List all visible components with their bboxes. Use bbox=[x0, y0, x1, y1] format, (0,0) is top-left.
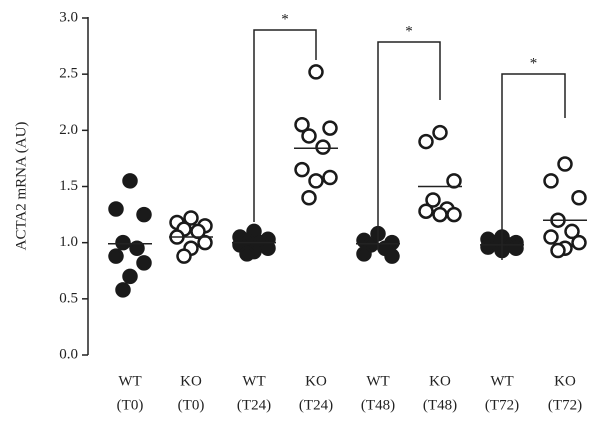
data-point bbox=[550, 242, 566, 259]
data-point bbox=[322, 169, 338, 186]
data-point bbox=[122, 268, 138, 285]
data-point bbox=[115, 234, 131, 251]
y-tick-label: 0.0 bbox=[59, 346, 78, 362]
data-point bbox=[322, 120, 338, 136]
data-point bbox=[136, 255, 152, 271]
x-tick-label: KO bbox=[554, 373, 576, 389]
x-tick-label: (T24) bbox=[237, 397, 271, 413]
data-point bbox=[446, 173, 462, 189]
x-tick-label: (T24) bbox=[299, 397, 333, 413]
data-point bbox=[432, 124, 448, 141]
y-tick-label: 2.0 bbox=[59, 122, 78, 138]
data-point bbox=[508, 240, 524, 257]
significance-label: * bbox=[281, 11, 289, 27]
x-tick-label: KO bbox=[429, 373, 451, 389]
data-point bbox=[294, 161, 310, 178]
x-tick-label: WT bbox=[490, 373, 513, 389]
y-tick-label: 1.5 bbox=[59, 178, 78, 194]
data-point bbox=[136, 206, 152, 223]
x-tick-label: (T48) bbox=[361, 397, 395, 413]
significance-label: * bbox=[530, 55, 538, 71]
data-point bbox=[356, 246, 372, 262]
data-point bbox=[122, 173, 138, 189]
data-point bbox=[308, 173, 324, 189]
data-point bbox=[108, 248, 124, 264]
data-point bbox=[571, 234, 587, 251]
data-point bbox=[239, 246, 255, 262]
data-point bbox=[183, 210, 199, 226]
x-tick-label: KO bbox=[305, 373, 327, 389]
y-axis-label: ACTA2 mRNA (AU) bbox=[13, 122, 29, 251]
significance-bracket bbox=[501, 73, 566, 260]
data-point bbox=[564, 223, 580, 240]
x-tick-label: (T0) bbox=[117, 397, 144, 413]
data-point bbox=[557, 156, 573, 172]
data-point bbox=[197, 234, 213, 251]
x-tick-label: (T48) bbox=[423, 397, 457, 413]
y-tick-label: 3.0 bbox=[59, 9, 78, 25]
data-point bbox=[308, 64, 324, 80]
data-point bbox=[432, 206, 448, 223]
x-tick-label: WT bbox=[118, 373, 141, 389]
significance-label: * bbox=[405, 23, 413, 39]
data-point bbox=[418, 133, 434, 150]
y-tick-label: 1.0 bbox=[59, 234, 78, 250]
significance-bracket bbox=[253, 29, 317, 222]
x-tick-label: (T72) bbox=[485, 397, 519, 413]
data-point bbox=[115, 282, 131, 298]
data-point bbox=[260, 240, 276, 257]
x-tick-label: KO bbox=[180, 373, 202, 389]
data-point bbox=[108, 201, 124, 217]
data-point bbox=[176, 248, 192, 264]
x-tick-label: (T72) bbox=[548, 397, 582, 413]
data-point bbox=[129, 240, 145, 257]
significance-bracket bbox=[377, 41, 441, 250]
x-tick-label: WT bbox=[366, 373, 389, 389]
data-point bbox=[480, 239, 496, 255]
data-point bbox=[294, 116, 310, 133]
data-point bbox=[315, 139, 331, 155]
data-point bbox=[571, 189, 587, 206]
data-point bbox=[418, 203, 434, 219]
data-point bbox=[190, 223, 206, 240]
data-point bbox=[543, 173, 559, 189]
data-point bbox=[301, 189, 317, 206]
x-tick-label: WT bbox=[242, 373, 265, 389]
y-tick-label: 2.5 bbox=[59, 66, 78, 82]
y-tick-label: 0.5 bbox=[59, 290, 78, 306]
data-point bbox=[446, 206, 462, 223]
data-point bbox=[543, 229, 559, 245]
data-point bbox=[384, 248, 400, 264]
x-tick-label: (T0) bbox=[178, 397, 205, 413]
data-point bbox=[425, 192, 441, 208]
data-point bbox=[301, 128, 317, 144]
